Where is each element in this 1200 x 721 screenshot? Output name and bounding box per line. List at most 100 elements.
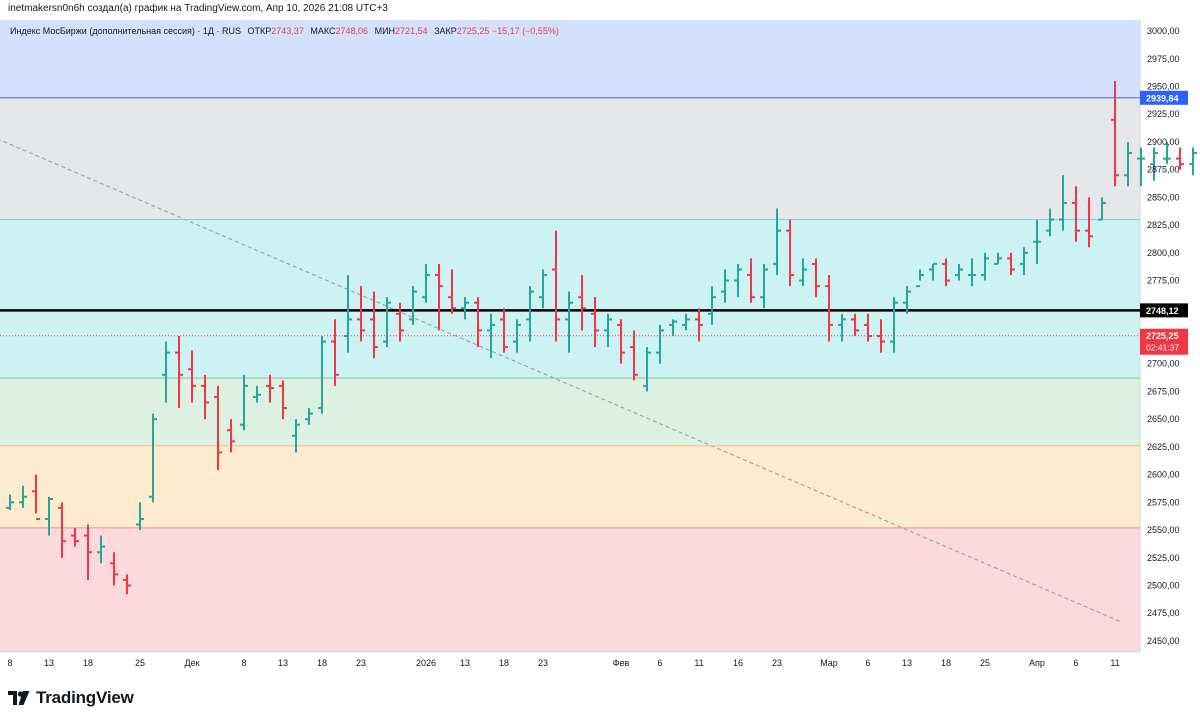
- x-tick-label: 6: [865, 658, 870, 668]
- price-bar: [1033, 219, 1041, 264]
- price-bar: [474, 297, 482, 348]
- y-tick-label: 2650,00: [1147, 414, 1180, 424]
- y-tick-label: 3000,00: [1147, 26, 1180, 36]
- price-bar: [409, 286, 417, 325]
- price-bar: [916, 269, 924, 288]
- y-tick-label: 2900,00: [1147, 137, 1180, 147]
- x-tick-label: 13: [278, 658, 288, 668]
- price-bar: [721, 269, 729, 303]
- price-bar: [331, 319, 339, 386]
- price-bar: [149, 413, 157, 503]
- x-tick-label: 2026: [416, 658, 436, 668]
- level-badge-label: 2748,12: [1146, 306, 1179, 316]
- price-bar: [591, 297, 599, 348]
- price-bar: [435, 263, 443, 331]
- y-tick-label: 2975,00: [1147, 54, 1180, 64]
- x-tick-label: 16: [733, 658, 743, 668]
- price-bar: [968, 258, 976, 287]
- price-bar: [32, 474, 40, 520]
- y-tick-label: 2800,00: [1147, 248, 1180, 258]
- price-bar: [188, 350, 196, 403]
- price-bar: [1046, 208, 1054, 237]
- price-bar: [253, 385, 261, 403]
- footer-brand[interactable]: TradingView: [8, 688, 134, 708]
- y-tick-label: 2600,00: [1147, 470, 1180, 480]
- price-bar: [734, 263, 742, 298]
- price-bar: [565, 291, 573, 353]
- y-tick-label: 2675,00: [1147, 386, 1180, 396]
- price-bar: [279, 380, 287, 420]
- price-bar: [305, 408, 313, 425]
- symbol-legend: Индекс МосБиржи (дополнительная сессия) …: [10, 26, 559, 36]
- y-tick-label: 2475,00: [1147, 608, 1180, 618]
- y-tick-label: 2925,00: [1147, 109, 1180, 119]
- x-tick-label: 25: [135, 658, 145, 668]
- price-bar: [838, 313, 846, 342]
- price-bar: [1059, 175, 1067, 231]
- price-chart[interactable]: 3000,00 2975,00 2950,00 2925,00 2900,00 2875,…: [0, 20, 1200, 670]
- price-bar: [1098, 197, 1106, 221]
- price-zone-1: [0, 97, 1140, 220]
- price-bar: [110, 552, 118, 586]
- x-tick-label: 11: [1110, 658, 1119, 668]
- price-bar: [1150, 147, 1158, 181]
- x-tick-label: 18: [499, 658, 509, 668]
- x-tick-label: 13: [44, 658, 54, 668]
- price-bar: [604, 313, 612, 348]
- tradingview-logo-icon: [8, 691, 30, 705]
- price-bar: [1020, 247, 1028, 276]
- price-bar: [214, 385, 222, 471]
- price-bar: [708, 286, 716, 325]
- price-bar: [929, 262, 937, 281]
- price-bar: [266, 374, 274, 403]
- x-tick-label: 6: [657, 658, 662, 668]
- price-bar: [630, 330, 638, 381]
- y-tick-label: 2575,00: [1147, 497, 1180, 507]
- price-bar: [1176, 147, 1184, 170]
- price-bar: [526, 286, 534, 342]
- price-bar: [786, 219, 794, 287]
- last-price-badge: [1140, 328, 1188, 355]
- legend-open-label: ОТКР: [247, 26, 272, 36]
- price-bar: [357, 286, 365, 342]
- price-bar: [851, 313, 859, 336]
- price-bar: [981, 252, 989, 281]
- price-bar: [903, 286, 911, 314]
- price-bar: [162, 341, 170, 403]
- price-bar: [1072, 186, 1080, 242]
- price-bar: [448, 269, 456, 314]
- price-bar: [227, 419, 235, 453]
- price-bar: [1007, 252, 1015, 276]
- price-bar: [955, 263, 963, 281]
- countdown-timer: 02:41:37: [1146, 343, 1179, 353]
- price-bar: [942, 258, 950, 287]
- price-bar: [461, 297, 469, 320]
- price-bar: [773, 208, 781, 276]
- level-badge-2: [1140, 303, 1188, 318]
- price-bar: [578, 275, 586, 331]
- price-bar: [292, 419, 300, 453]
- price-zone-6: [0, 527, 1140, 652]
- price-bar: [825, 275, 833, 342]
- price-bar: [539, 269, 547, 309]
- legend-close-value: 2725,25 −15,17 (−0,55%): [456, 26, 559, 36]
- price-bar: [1124, 141, 1132, 187]
- price-bar: [682, 313, 690, 331]
- legend-close-label: ЗАКР: [434, 26, 457, 36]
- legend-open-value: 2743,37: [271, 26, 304, 36]
- x-tick-label: 8: [241, 658, 246, 668]
- x-tick-label: 6: [1073, 658, 1078, 668]
- price-bar: [97, 535, 105, 564]
- y-tick-label: 2775,00: [1147, 276, 1180, 286]
- price-bar: [1085, 197, 1093, 248]
- brand-name: TradingView: [36, 688, 134, 707]
- price-bar: [58, 502, 66, 558]
- price-bar: [643, 347, 651, 392]
- price-bar: [396, 302, 404, 342]
- x-tick-label: 23: [356, 658, 366, 668]
- price-bar: [669, 319, 677, 336]
- price-bar: [240, 374, 248, 431]
- y-tick-label: 2950,00: [1147, 82, 1180, 92]
- legend-high-value: 2748,06: [335, 26, 369, 36]
- price-bar: [747, 258, 755, 303]
